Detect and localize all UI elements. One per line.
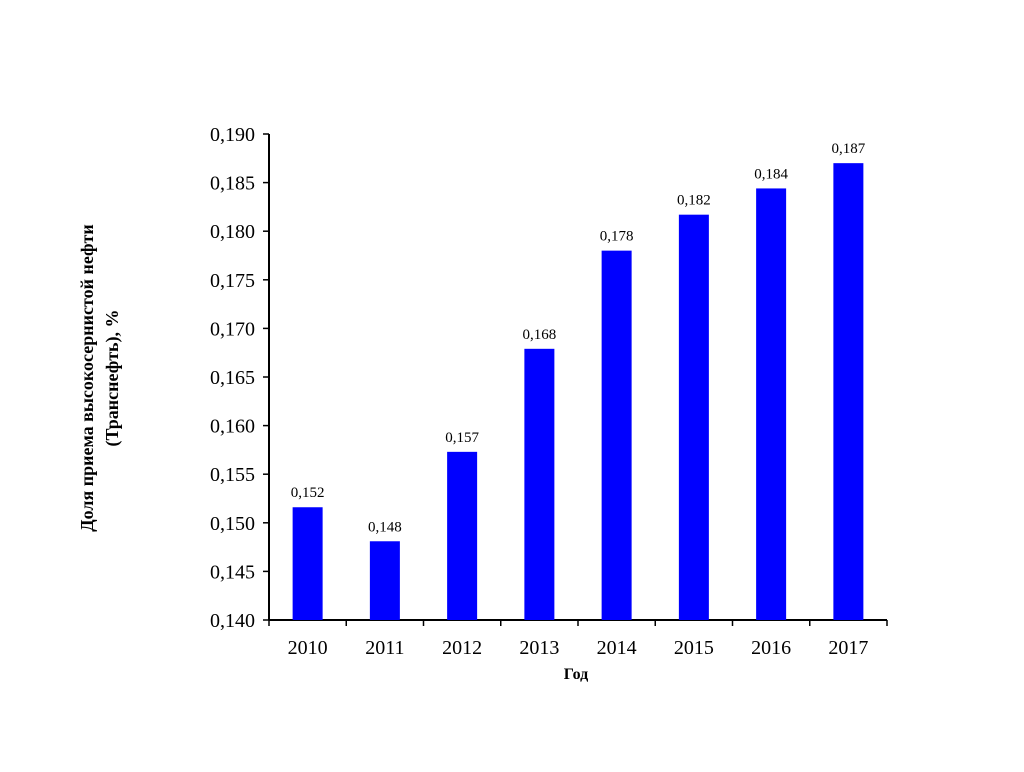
data-label: 0,157 — [445, 430, 479, 446]
y-tick-label: 0,185 — [210, 173, 255, 195]
y-tick-label: 0,150 — [210, 513, 255, 535]
x-tick-label: 2013 — [519, 637, 559, 659]
y-tick-label: 0,175 — [210, 270, 255, 292]
x-tick-label: 2015 — [674, 637, 714, 659]
y-axis-title: Доля приема высокосернистой нефти (Транс… — [77, 224, 123, 531]
x-tick-label: 2012 — [442, 637, 482, 659]
data-label: 0,182 — [677, 193, 711, 209]
x-tick-label: 2017 — [828, 637, 868, 659]
y-axis-title-line1: Доля приема высокосернистой нефти — [77, 224, 97, 531]
data-label: 0,187 — [832, 141, 866, 157]
bar — [678, 214, 709, 620]
bar — [292, 507, 323, 620]
data-label: 0,184 — [754, 166, 788, 182]
x-tick-label: 2010 — [288, 637, 328, 659]
x-tick-label: 2011 — [365, 637, 404, 659]
data-label: 0,148 — [368, 519, 402, 535]
y-tick-label: 0,160 — [210, 416, 255, 438]
y-tick-label: 0,170 — [210, 318, 255, 340]
bar — [756, 188, 787, 620]
bar — [601, 250, 632, 620]
bar — [833, 163, 864, 620]
y-tick-label: 0,190 — [210, 124, 255, 146]
bar — [369, 541, 400, 620]
x-tick-label: 2016 — [751, 637, 791, 659]
y-tick-label: 0,145 — [210, 561, 255, 583]
data-label: 0,152 — [291, 485, 325, 501]
data-label: 0,178 — [600, 229, 634, 245]
bar — [447, 451, 478, 620]
y-axis-title-line2: (Транснефть), % — [102, 309, 123, 446]
bar — [524, 348, 555, 620]
y-tick-label: 0,165 — [210, 367, 255, 389]
x-tick-label: 2014 — [597, 637, 637, 659]
y-tick-label: 0,155 — [210, 464, 255, 486]
y-tick-label: 0,180 — [210, 221, 255, 243]
y-tick-label: 0,140 — [210, 610, 255, 632]
data-label: 0,168 — [523, 327, 557, 343]
x-axis-title: Год — [564, 666, 588, 683]
